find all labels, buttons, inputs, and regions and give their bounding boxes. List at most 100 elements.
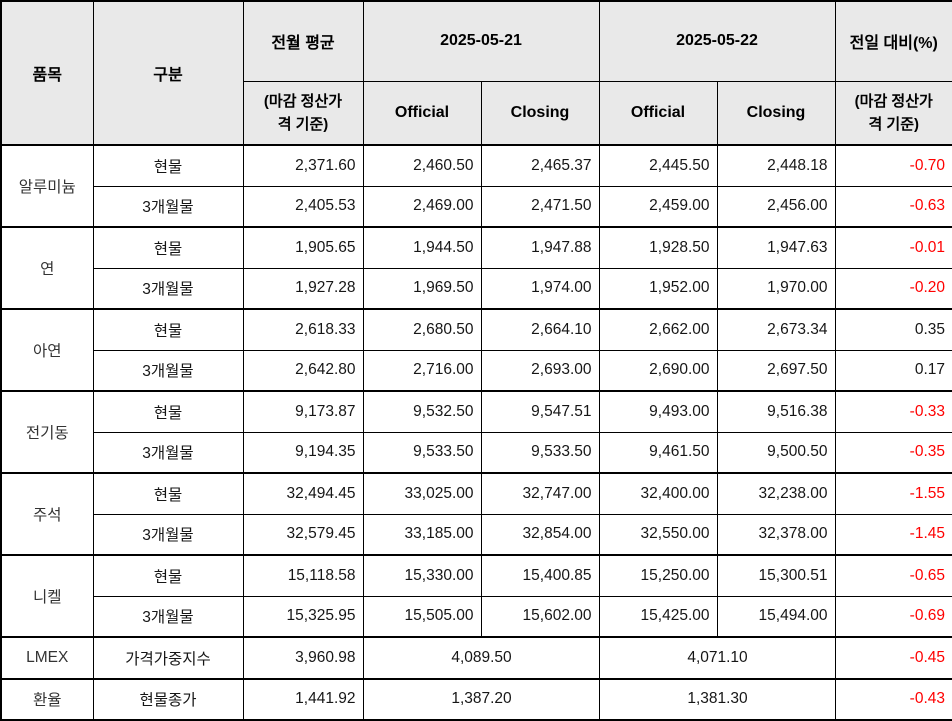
change-cell: -1.45 — [834, 513, 952, 556]
d1-official-cell: 2,716.00 — [362, 349, 482, 392]
d1-closing-cell: 15,400.85 — [480, 554, 600, 597]
d2-official-cell: 15,425.00 — [598, 595, 718, 638]
d2-official-cell: 2,445.50 — [598, 144, 718, 187]
change-cell: 0.17 — [834, 349, 952, 392]
d2-merged-cell: 1,381.30 — [598, 678, 836, 721]
prev-avg-cell: 1,927.28 — [242, 267, 364, 310]
prev-avg-cell: 3,960.98 — [242, 636, 364, 680]
table-row: 3개월물 15,325.95 15,505.00 15,602.00 15,42… — [1, 595, 952, 638]
item-cell: 니켈 — [0, 554, 94, 638]
header-row-1: 품목 구분 전월 평균 2025-05-21 2025-05-22 전일 대비(… — [0, 0, 952, 146]
prev-avg-cell: 32,494.45 — [242, 472, 364, 515]
table-body: 알루미늄 현물 2,371.60 2,460.50 2,465.37 2,445… — [0, 144, 952, 721]
d1-closing-cell: 9,547.51 — [480, 390, 600, 433]
table-row: 알루미늄 현물 2,371.60 2,460.50 2,465.37 2,445… — [0, 144, 952, 228]
table-row: 전기동 현물 9,173.87 9,532.50 9,547.51 9,493.… — [0, 390, 952, 474]
category-cell: 3개월물 — [92, 185, 244, 228]
d1-official-cell: 1,944.50 — [362, 226, 482, 269]
change-cell: -0.65 — [834, 554, 952, 597]
category-cell: 현물종가 — [92, 678, 244, 721]
d1-closing-cell: 32,747.00 — [480, 472, 600, 515]
d1-official-cell: 2,680.50 — [362, 308, 482, 351]
category-cell: 현물 — [92, 226, 244, 269]
prev-avg-cell: 1,905.65 — [242, 226, 364, 269]
header-date-1: 2025-05-21 — [362, 0, 600, 82]
category-cell: 가격가중지수 — [92, 636, 244, 680]
d1-closing-cell: 15,602.00 — [480, 595, 600, 638]
table-row: 환율 현물종가 1,441.92 1,387.20 1,381.30 -0.43 — [0, 678, 952, 721]
category-cell: 현물 — [92, 308, 244, 351]
prev-avg-cell: 2,405.53 — [242, 185, 364, 228]
change-cell: -0.69 — [834, 595, 952, 638]
prev-avg-cell: 2,642.80 — [242, 349, 364, 392]
header-change-basis: (마감 정산가 격 기준) — [834, 80, 952, 146]
d2-official-cell: 2,662.00 — [598, 308, 718, 351]
category-cell: 3개월물 — [92, 595, 244, 638]
prev-avg-cell: 9,173.87 — [242, 390, 364, 433]
prev-avg-cell: 2,618.33 — [242, 308, 364, 351]
table-row: 니켈 현물 15,118.58 15,330.00 15,400.85 15,2… — [0, 554, 952, 638]
prev-avg-cell: 15,118.58 — [242, 554, 364, 597]
d2-official-cell: 1,952.00 — [598, 267, 718, 310]
d2-closing-cell: 32,378.00 — [716, 513, 836, 556]
item-cell: 환율 — [0, 678, 94, 721]
change-cell: -0.45 — [834, 636, 952, 680]
d2-closing-cell: 2,448.18 — [716, 144, 836, 187]
d2-official-cell: 1,928.50 — [598, 226, 718, 269]
category-cell: 3개월물 — [92, 431, 244, 474]
category-cell: 현물 — [92, 472, 244, 515]
prev-avg-cell: 15,325.95 — [242, 595, 364, 638]
header-prev-avg-basis: (마감 정산가 격 기준) — [242, 80, 364, 146]
table-row: 3개월물 9,194.35 9,533.50 9,533.50 9,461.50… — [1, 431, 952, 474]
category-cell: 현물 — [92, 390, 244, 433]
d2-closing-cell: 2,697.50 — [716, 349, 836, 392]
d1-official-cell: 15,505.00 — [362, 595, 482, 638]
d1-closing-cell: 2,693.00 — [480, 349, 600, 392]
d1-closing-cell: 9,533.50 — [480, 431, 600, 474]
item-cell: 주석 — [0, 472, 94, 556]
header-date-2: 2025-05-22 — [598, 0, 836, 82]
d2-official-cell: 2,459.00 — [598, 185, 718, 228]
d1-official-cell: 9,532.50 — [362, 390, 482, 433]
table-row: LMEX 가격가중지수 3,960.98 4,089.50 4,071.10 -… — [0, 636, 952, 680]
prev-avg-cell: 1,441.92 — [242, 678, 364, 721]
prev-avg-cell: 9,194.35 — [242, 431, 364, 474]
header-item: 품목 — [0, 0, 94, 146]
d2-merged-cell: 4,071.10 — [598, 636, 836, 680]
item-cell: 연 — [0, 226, 94, 310]
d2-official-cell: 32,400.00 — [598, 472, 718, 515]
d1-closing-cell: 2,471.50 — [480, 185, 600, 228]
table-row: 3개월물 2,405.53 2,469.00 2,471.50 2,459.00… — [1, 185, 952, 228]
d2-closing-cell: 2,673.34 — [716, 308, 836, 351]
header-d1-closing: Closing — [480, 80, 600, 146]
category-cell: 현물 — [92, 144, 244, 187]
d1-official-cell: 33,185.00 — [362, 513, 482, 556]
header-day-change: 전일 대비(%) — [834, 0, 952, 82]
change-cell: -0.20 — [834, 267, 952, 310]
table-row: 3개월물 1,927.28 1,969.50 1,974.00 1,952.00… — [1, 267, 952, 310]
table-row: 아연 현물 2,618.33 2,680.50 2,664.10 2,662.0… — [0, 308, 952, 392]
change-cell: -0.70 — [834, 144, 952, 187]
category-cell: 3개월물 — [92, 349, 244, 392]
change-cell: -1.55 — [834, 472, 952, 515]
d1-official-cell: 1,969.50 — [362, 267, 482, 310]
category-cell: 현물 — [92, 554, 244, 597]
header-d2-official: Official — [598, 80, 718, 146]
d2-closing-cell: 15,300.51 — [716, 554, 836, 597]
change-cell: 0.35 — [834, 308, 952, 351]
change-cell: -0.33 — [834, 390, 952, 433]
d2-closing-cell: 9,500.50 — [716, 431, 836, 474]
d1-official-cell: 15,330.00 — [362, 554, 482, 597]
change-cell: -0.63 — [834, 185, 952, 228]
d1-closing-cell: 32,854.00 — [480, 513, 600, 556]
d2-closing-cell: 9,516.38 — [716, 390, 836, 433]
header-d1-official: Official — [362, 80, 482, 146]
d2-official-cell: 15,250.00 — [598, 554, 718, 597]
d2-official-cell: 9,461.50 — [598, 431, 718, 474]
d1-closing-cell: 2,664.10 — [480, 308, 600, 351]
prev-avg-cell: 2,371.60 — [242, 144, 364, 187]
d2-official-cell: 9,493.00 — [598, 390, 718, 433]
d2-official-cell: 32,550.00 — [598, 513, 718, 556]
header-category: 구분 — [92, 0, 244, 146]
